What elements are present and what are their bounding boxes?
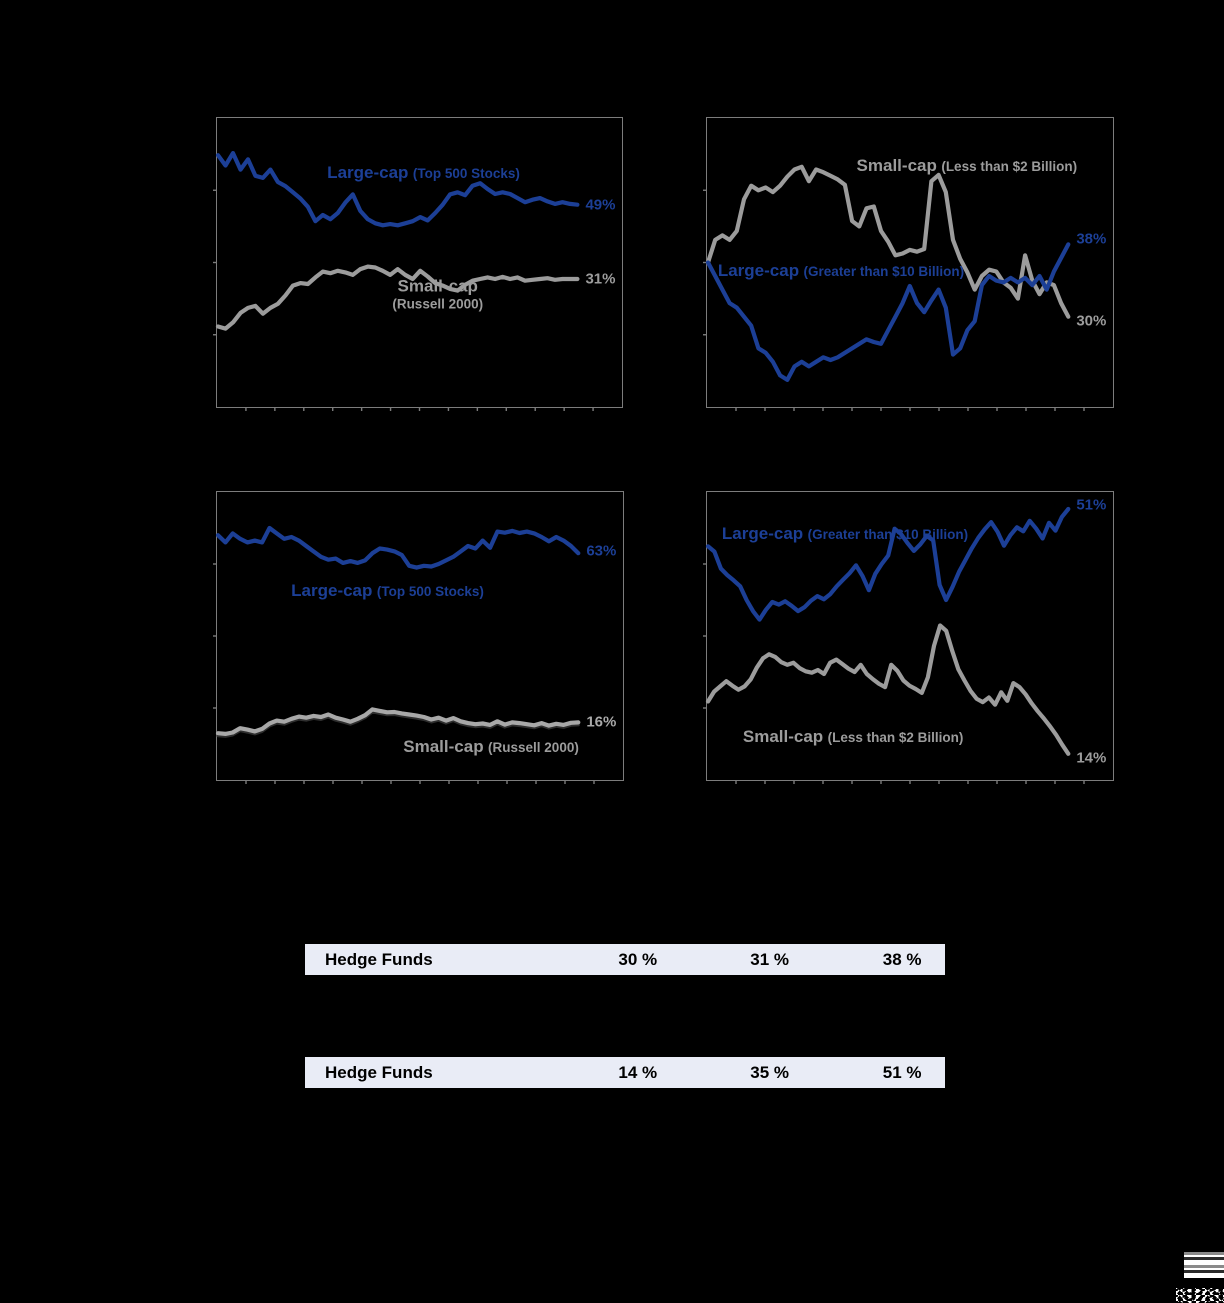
series-label-sub: (Greater than $10 Billion) — [803, 263, 965, 279]
row-value: 35 % — [750, 1063, 789, 1082]
end-value-label: 31% — [585, 270, 616, 288]
chart-large-vs-small-cap-bottom-left: Large-cap (Top 500 Stocks) Small-cap (Ru… — [213, 491, 624, 784]
series-label-main: Large-cap — [327, 162, 409, 182]
series-label-sub: (Less than $2 Billion) — [827, 729, 964, 745]
series-line-large-cap-greater-10b — [705, 506, 1071, 622]
end-value-label: 16% — [586, 713, 617, 731]
logo-noise-fragment-icon — [1176, 1288, 1224, 1303]
row-value: 38 % — [882, 950, 922, 969]
series-line-small-cap-russell-2000 — [216, 710, 580, 738]
series-label-small-cap: Small-cap (Less than $2 Billion) — [857, 155, 1078, 175]
row-label: Hedge Funds — [325, 1063, 433, 1082]
row-label: Hedge Funds — [325, 950, 433, 969]
series-label-large-cap: Large-cap (Top 500 Stocks) — [327, 163, 520, 183]
line-plot — [213, 150, 594, 411]
series-line-small-cap-less-2b — [705, 623, 1071, 756]
series-label-large-cap: Large-cap (Greater than $10 Billion) — [722, 524, 968, 544]
series-label-sub: (Top 500 Stocks) — [376, 584, 484, 600]
row-value: 31 % — [750, 950, 789, 969]
line-plot — [213, 525, 595, 784]
series-label-main: Large-cap — [721, 523, 804, 543]
series-label-sub: (Russell 2000) — [488, 739, 579, 755]
logo-stripes-fragment-icon — [1184, 1252, 1224, 1278]
row-value: 14 % — [618, 1063, 658, 1082]
line-plot — [703, 506, 1085, 784]
end-value-label: 51% — [1076, 496, 1107, 514]
end-value-label: 38% — [1076, 230, 1107, 248]
series-line-small-cap-russell-2000 — [215, 264, 580, 331]
series-label-sub: (Less than $2 Billion) — [941, 158, 1078, 174]
line-plot — [703, 164, 1085, 411]
table-row-hedge-funds-current: Hedge Funds 30 % 31 % 38 % — [305, 944, 945, 975]
end-value-label: 49% — [585, 196, 616, 214]
series-label-large-cap: Large-cap (Top 500 Stocks) — [291, 581, 484, 601]
table-row-hedge-funds-second: Hedge Funds 14 % 35 % 51 % — [305, 1057, 945, 1088]
series-line-small-cap-russell-2000 — [215, 707, 581, 736]
series-line-large-cap-top-500 — [215, 525, 581, 570]
series-label-main: Large-cap — [717, 260, 800, 280]
end-value-label: 14% — [1076, 749, 1107, 767]
series-label-small-cap: Small-cap (Russell 2000) — [403, 737, 579, 757]
end-value-label: 63% — [586, 542, 617, 560]
row-value: 30 % — [618, 950, 658, 969]
end-value-label: 30% — [1076, 312, 1107, 330]
series-label-main: Small-cap — [742, 726, 824, 746]
series-label-large-cap: Large-cap (Greater than $10 Billion) — [718, 261, 964, 281]
series-label-sub: (Greater than $10 Billion) — [807, 526, 969, 542]
series-label-sub: (Top 500 Stocks) — [412, 165, 520, 181]
chart-large-vs-small-cap-top-right: Small-cap (Less than $2 Billion) Large-c… — [703, 117, 1114, 411]
series-label-main: Small-cap — [403, 736, 484, 756]
series-label-sub: (Russell 2000) — [392, 296, 484, 312]
series-label-small-cap: Small-cap (Less than $2 Billion) — [743, 727, 964, 747]
series-label-main: Large-cap — [291, 581, 373, 601]
series-label-main: Small-cap — [856, 155, 937, 175]
chart-large-vs-small-cap-top-left: Large-cap (Top 500 Stocks) Small-cap (Ru… — [213, 117, 623, 411]
series-line-large-cap-greater-10b — [705, 242, 1071, 382]
series-line-small-cap-less-2b — [705, 164, 1071, 319]
series-label-main: Small-cap — [397, 276, 478, 296]
series-line-large-cap-top-500 — [215, 150, 580, 228]
row-value: 51 % — [882, 1063, 922, 1082]
chart-large-vs-small-cap-bottom-right: Large-cap (Greater than $10 Billion) Sma… — [703, 491, 1114, 784]
series-label-small-cap: Small-cap (Russell 2000) — [392, 277, 483, 312]
